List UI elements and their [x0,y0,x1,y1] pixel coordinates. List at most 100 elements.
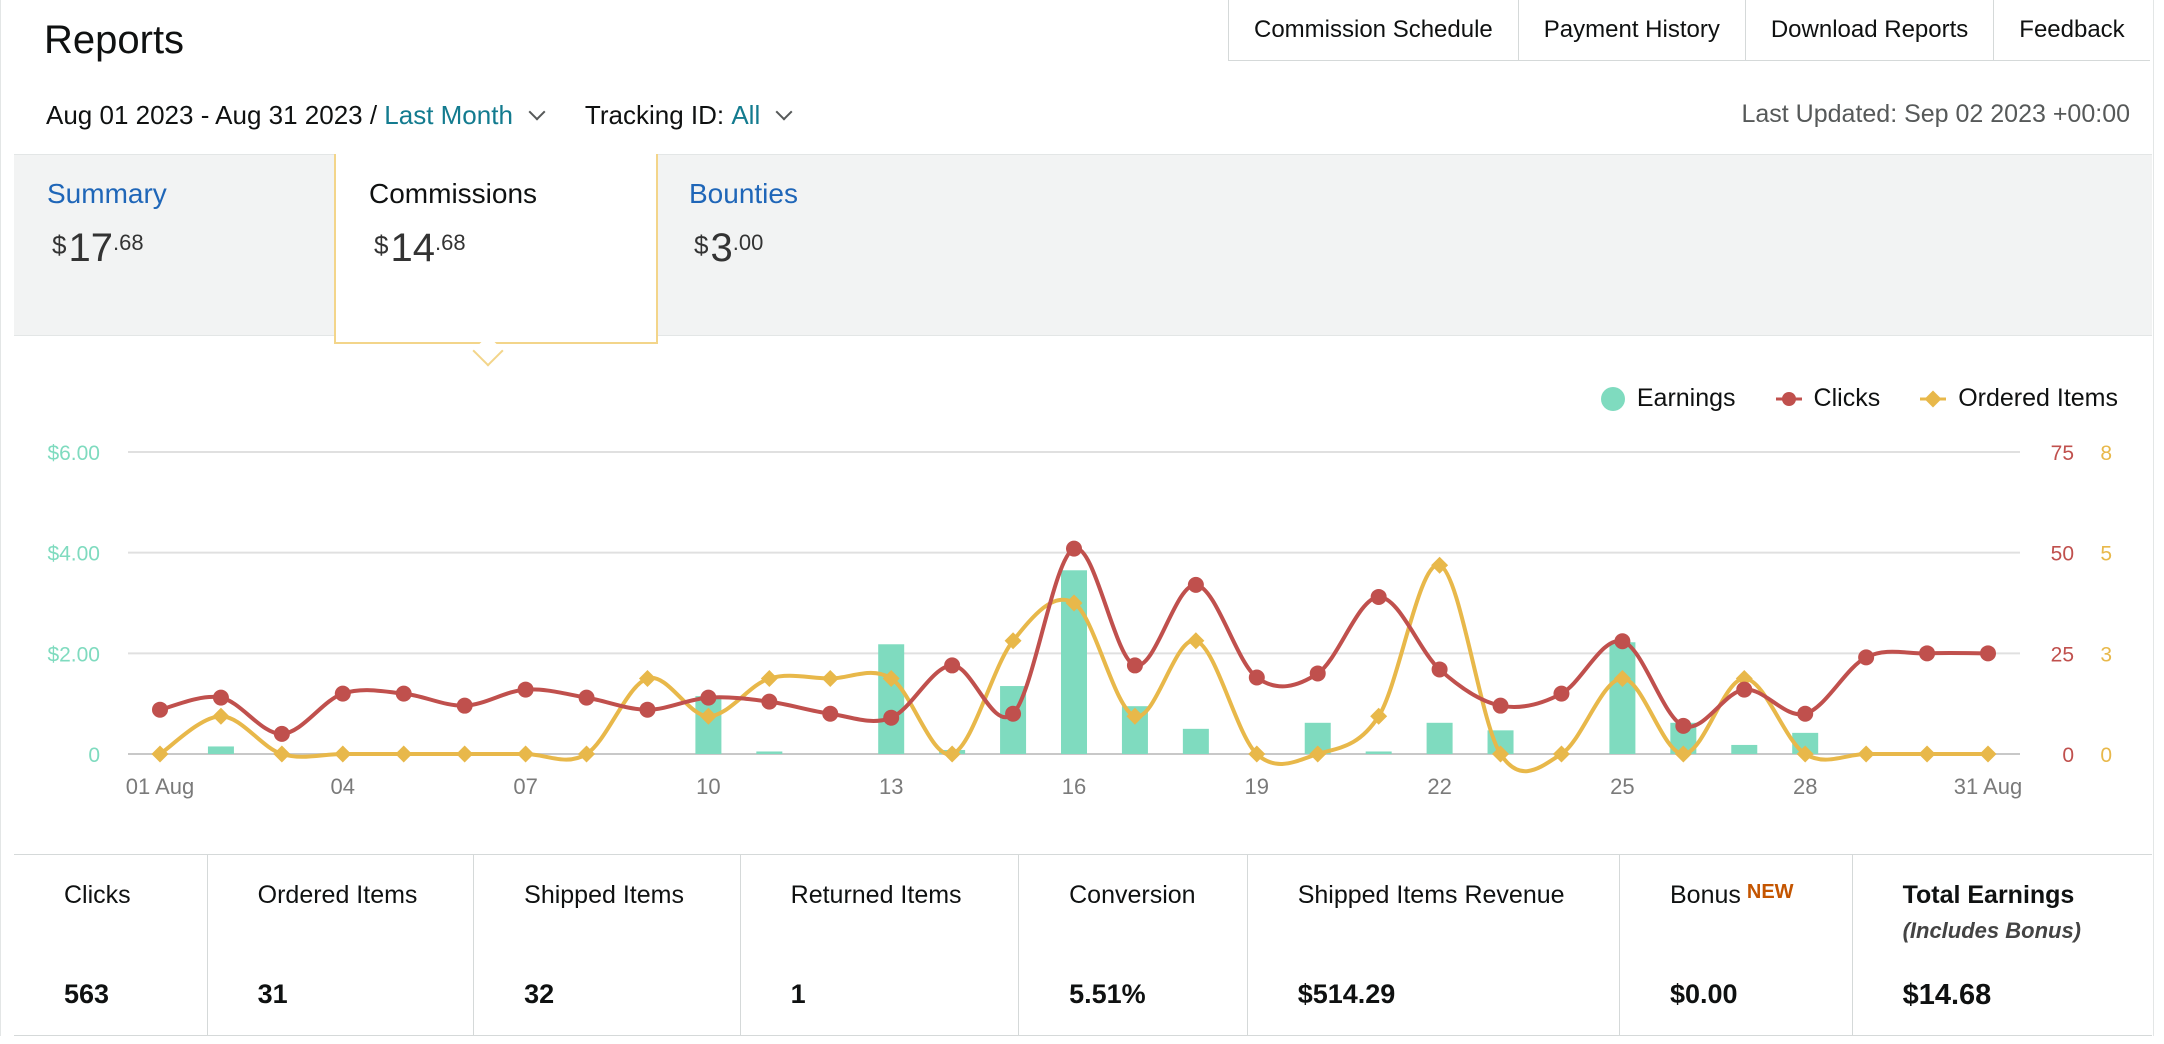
clicks-point [1248,669,1265,686]
commission-schedule-link[interactable]: Commission Schedule [1229,0,1519,60]
clicks-axis-tick-label: 25 [2051,643,2074,666]
legend-earnings[interactable]: Earnings [1600,384,1736,413]
earnings-bar [1731,744,1758,754]
stat-bonus: Bonus NEW $0.00 [1620,855,1853,1035]
tracking-id-dropdown[interactable]: All [731,100,761,130]
tab-bounties-label: Bounties [689,178,798,209]
clicks-point [273,725,290,742]
clicks-point [1187,576,1204,593]
ordered-items-point [456,745,474,763]
page-title: Reports [44,18,185,62]
ordered-items-point [395,745,413,763]
clicks-axis-tick-label: 0 [2062,744,2074,767]
ordered-axis-tick-label: 5 [2100,543,2112,566]
ordered-items-point [1979,745,1997,763]
clicks-point [639,701,656,718]
period-dropdown[interactable]: Last Month [384,100,513,130]
clicks-point [395,685,412,702]
ordered-items-point [273,745,291,763]
stat-total-earnings: Total Earnings (Includes Bonus) $14.68 [1902,881,2082,1011]
earnings-chart: 0 $2.00 $4.00 $6.00 0 25 50 75 0 3 5 8 01 Aug 04 07 10 1… [47,442,2112,799]
clicks-point [883,709,900,726]
date-range-text: Aug 01 2023 - Aug 31 2023 / [46,100,385,130]
legend-clicks[interactable]: Clicks [1775,384,1880,413]
ordered-items-point [1065,594,1083,612]
clicks-point [1553,685,1570,702]
tab-summary[interactable]: Summary $17.68 [14,154,334,334]
ordered-items-point [151,745,169,763]
x-axis-tick-label: 01 Aug [126,774,195,799]
ordered-items-point [578,745,596,763]
earnings-bar [756,751,783,754]
ordered-axis-tick-label: 3 [2100,643,2112,666]
legend-ordered-items[interactable]: Ordered Items [1920,384,2118,413]
ordered-items-point [943,745,961,763]
clicks-point [1675,717,1692,734]
ordered-items-point [760,670,778,687]
x-axis-tick-label: 31 Aug [1954,774,2023,799]
clicks-point [578,689,595,706]
stat-shipped-items-revenue: Shipped Items Revenue $514.29 [1248,855,1620,1035]
new-badge: NEW [1746,881,1794,903]
earnings-bar [878,644,905,754]
ordered-items-line-icon [1920,390,1947,407]
tab-summary-amount: $17.68 [52,226,144,270]
ordered-axis-tick-label: 0 [2100,744,2112,767]
ordered-items-point [1126,707,1144,725]
ordered-items-point [1431,556,1449,574]
clicks-point [1126,657,1143,674]
ordered-items-point [1796,745,1814,763]
earnings-bar [1365,751,1392,754]
x-axis-tick-label: 13 [879,774,903,799]
stat-conversion: Conversion 5.51% [1019,855,1248,1035]
stat-ordered-items: Ordered Items 31 [208,855,475,1035]
chart-legend: Earnings Clicks Ordered Items [1600,384,2118,413]
top-links: Commission Schedule Payment History Down… [1228,0,2150,61]
clicks-point [700,689,717,706]
ordered-items-point [1674,745,1692,763]
tab-bounties-amount: $3.00 [694,226,764,270]
left-axis-tick-label: $4.00 [47,543,100,566]
feedback-link[interactable]: Feedback [2019,16,2125,43]
ordered-axis-tick-label: 8 [2100,442,2112,465]
tab-bounties[interactable]: Bounties $3.00 [656,154,976,334]
clicks-point [1797,705,1814,722]
ordered-items-point [882,670,900,687]
tab-commissions[interactable]: Commissions $14.68 [334,154,658,344]
tab-summary-label: Summary [47,178,167,209]
earnings-bar [1182,728,1209,754]
x-axis-tick-label: 22 [1427,774,1451,799]
ordered-items-point [1370,707,1388,725]
clicks-point [1736,681,1753,698]
download-reports-link[interactable]: Download Reports [1746,0,1995,60]
clicks-point [1492,697,1509,714]
clicks-point [1066,540,1082,557]
ordered-items-point [334,745,352,763]
filter-bar: Aug 01 2023 - Aug 31 2023 / Last Month T… [46,100,793,131]
clicks-axis-tick-label: 50 [2051,543,2074,566]
clicks-point [822,705,839,722]
earnings-bar [695,696,722,754]
clicks-axis-tick-label: 75 [2051,442,2074,465]
left-axis-tick-label: 0 [88,744,100,767]
ordered-items-point [1857,745,1875,763]
x-axis-tick-label: 04 [331,774,355,799]
clicks-point [334,685,351,702]
ordered-items-point [1004,632,1022,650]
payment-history-link[interactable]: Payment History [1519,0,1746,60]
clicks-point [517,681,534,698]
x-axis-tick-label: 10 [696,774,720,799]
clicks-point [152,701,168,718]
ordered-items-point [1187,632,1205,650]
ordered-items-point [1613,670,1631,687]
stats-bar: Clicks 563 Ordered Items 31 Shipped Item… [14,854,2152,1036]
tab-commissions-label: Commissions [369,178,538,209]
last-updated: Last Updated: Sep 02 2023 +00:00 [1741,100,2130,128]
left-axis-tick-label: $6.00 [47,442,100,465]
clicks-point [761,693,778,710]
clicks-point [456,697,473,714]
clicks-point [1370,588,1387,605]
ordered-items-point [1309,745,1327,763]
ordered-items-point [1492,745,1510,763]
clicks-line-icon [1775,391,1802,406]
